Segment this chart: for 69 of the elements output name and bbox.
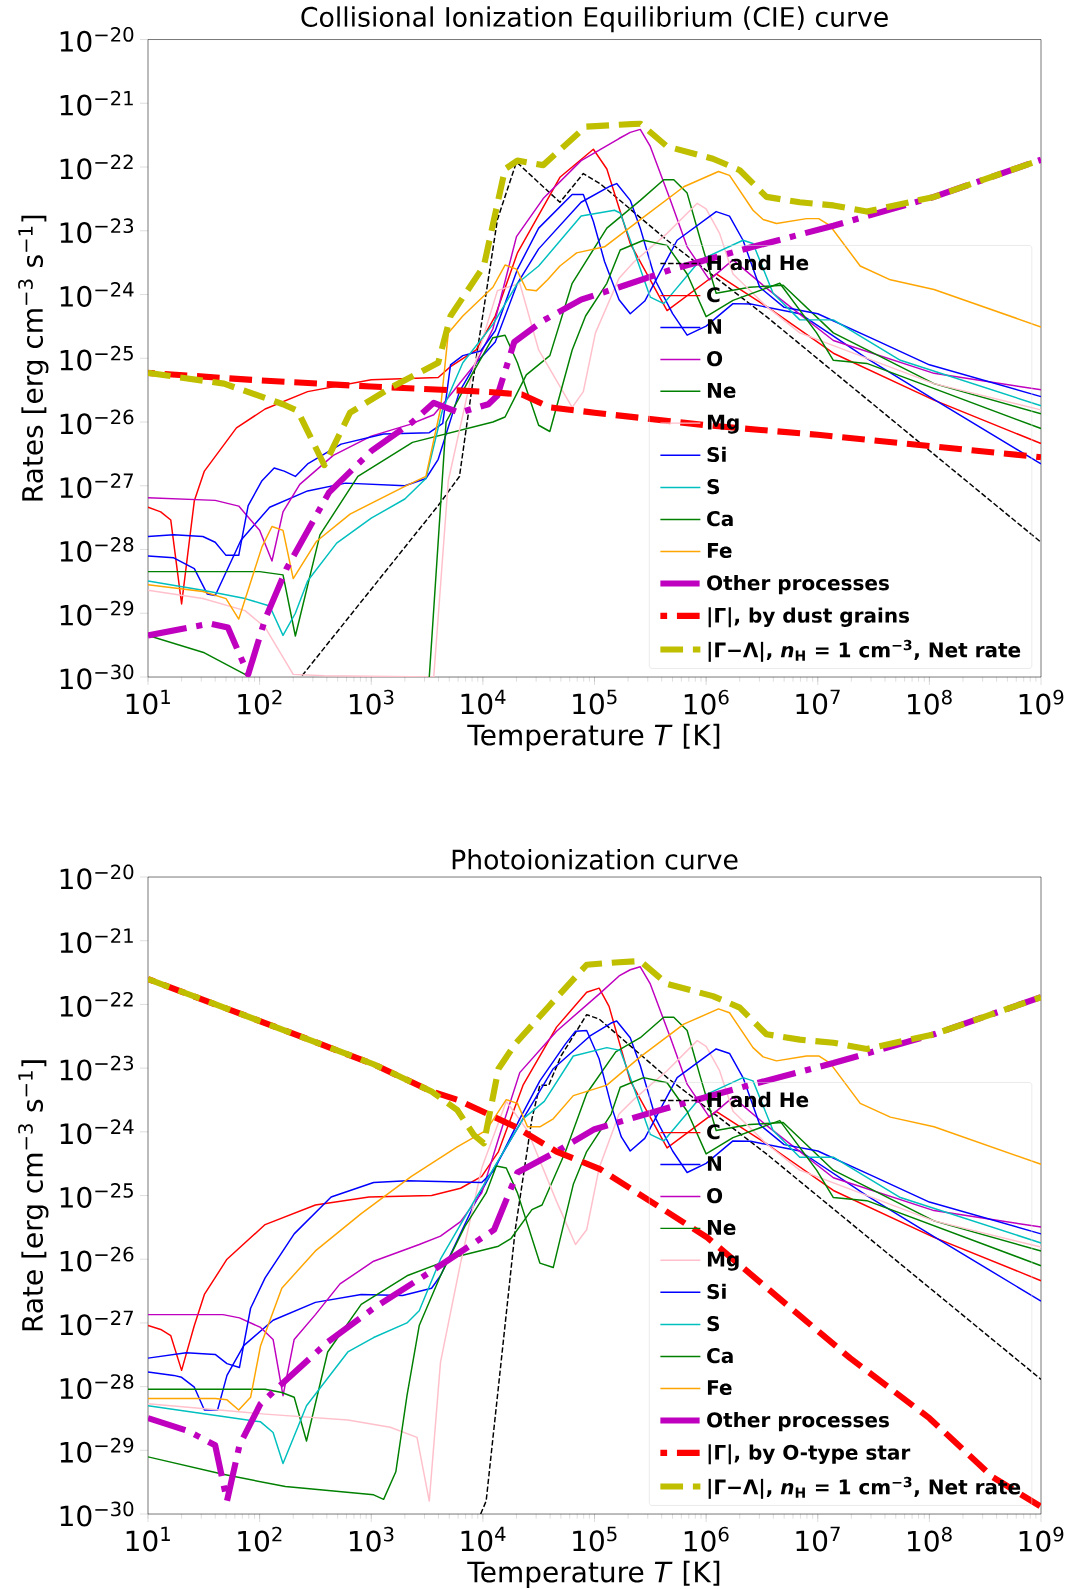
legend-label: O <box>707 351 723 367</box>
y-tick-label: 10$^{−28}$ <box>60 1374 134 1400</box>
x-tick-label: 10$^{7}$ <box>796 689 840 715</box>
y-tick-label: 10$^{−24}$ <box>60 1119 134 1145</box>
legend-label: Mg <box>707 1251 739 1271</box>
legend-label: Fe <box>707 543 732 558</box>
legend-label: |Γ|, by O-type star <box>708 1444 911 1465</box>
legend-label: Other processes <box>707 574 889 595</box>
x-tick-label: 10$^{9}$ <box>1019 1526 1064 1552</box>
x-tick-label: 10$^{8}$ <box>908 1526 952 1552</box>
y-tick-label: 10$^{−25}$ <box>60 1183 133 1209</box>
y-tick-label: 10$^{−26}$ <box>60 409 134 435</box>
x-tick-label: 10$^{9}$ <box>1019 689 1064 715</box>
x-tick-label: 10$^{3}$ <box>349 1526 394 1552</box>
y-tick-label: 10$^{−30}$ <box>60 664 134 690</box>
x-tick-label: 10$^{2}$ <box>238 1526 282 1552</box>
chart-title: Photoionization curve <box>452 849 738 870</box>
chart-title: Collisional Ionization Equilibrium (CIE) curve <box>301 6 888 33</box>
y-tick-label: 10$^{−25}$ <box>60 345 133 371</box>
y-tick-label: 10$^{−23}$ <box>60 1055 134 1081</box>
x-tick-label: 10$^{5}$ <box>573 689 617 715</box>
y-tick-label: 10$^{−24}$ <box>60 282 134 308</box>
legend-label: |Γ|, by dust grains <box>708 607 910 628</box>
legend-label: Fe <box>707 1380 732 1395</box>
y-tick-label: 10$^{−29}$ <box>60 600 134 626</box>
y-tick-label: 10$^{−27}$ <box>60 473 133 499</box>
legend-label: Si <box>707 1283 726 1300</box>
legend-label: Other processes <box>707 1411 889 1432</box>
y-tick-label: 10$^{−28}$ <box>60 537 134 563</box>
y-tick-label: 10$^{−21}$ <box>60 928 133 954</box>
x-tick-label: 10$^{1}$ <box>126 1526 170 1552</box>
x-tick-label: 10$^{8}$ <box>908 689 952 715</box>
legend-label: O <box>707 1188 723 1204</box>
legend-label: Si <box>707 446 726 463</box>
x-axis-title: Temperature T [K] <box>467 1560 720 1588</box>
legend-label: Ne <box>707 383 736 398</box>
y-tick-label: 10$^{−20}$ <box>60 864 134 890</box>
y-axis-title: Rates [erg cm$^{−3}$ s$^{−1}$] <box>18 215 49 501</box>
legend-label: S <box>707 479 720 495</box>
legend-label: Ca <box>707 511 733 527</box>
y-tick-label: 10$^{−22}$ <box>60 154 133 180</box>
y-tick-label: 10$^{−29}$ <box>60 1437 134 1463</box>
x-tick-label: 10$^{6}$ <box>684 689 729 715</box>
y-tick-label: 10$^{−20}$ <box>60 27 134 53</box>
x-tick-label: 10$^{7}$ <box>796 1526 840 1552</box>
legend-label: Ne <box>707 1220 736 1235</box>
x-tick-label: 10$^{3}$ <box>349 689 394 715</box>
x-tick-label: 10$^{6}$ <box>684 1526 729 1552</box>
legend-label: |Γ−Λ|, n$_{H}$ = 1 cm$^{−3}$, Net rate <box>708 639 1021 662</box>
legend-label: C <box>707 1124 720 1140</box>
y-tick-label: 10$^{−27}$ <box>60 1310 133 1336</box>
legend-label: Ca <box>707 1348 733 1364</box>
x-tick-label: 10$^{4}$ <box>461 689 506 715</box>
legend-label: N <box>707 1156 721 1171</box>
x-tick-label: 10$^{5}$ <box>573 1526 617 1552</box>
y-tick-label: 10$^{−30}$ <box>60 1501 134 1527</box>
y-tick-label: 10$^{−23}$ <box>60 218 134 244</box>
y-tick-label: 10$^{−21}$ <box>60 90 133 116</box>
y-tick-label: 10$^{−22}$ <box>60 991 133 1017</box>
y-tick-label: 10$^{−26}$ <box>60 1246 134 1272</box>
legend-label: S <box>707 1316 720 1332</box>
x-tick-label: 10$^{2}$ <box>238 689 282 715</box>
x-tick-label: 10$^{4}$ <box>461 1526 506 1552</box>
legend-label: C <box>707 287 720 303</box>
x-tick-label: 10$^{1}$ <box>126 689 170 715</box>
legend-label: N <box>707 319 721 334</box>
legend-label: |Γ−Λ|, n$_{H}$ = 1 cm$^{−3}$, Net rate <box>708 1476 1021 1499</box>
x-axis-title: Temperature T [K] <box>467 723 720 751</box>
y-axis-title: Rate [erg cm$^{−3}$ s$^{−1}$] <box>18 1060 49 1331</box>
